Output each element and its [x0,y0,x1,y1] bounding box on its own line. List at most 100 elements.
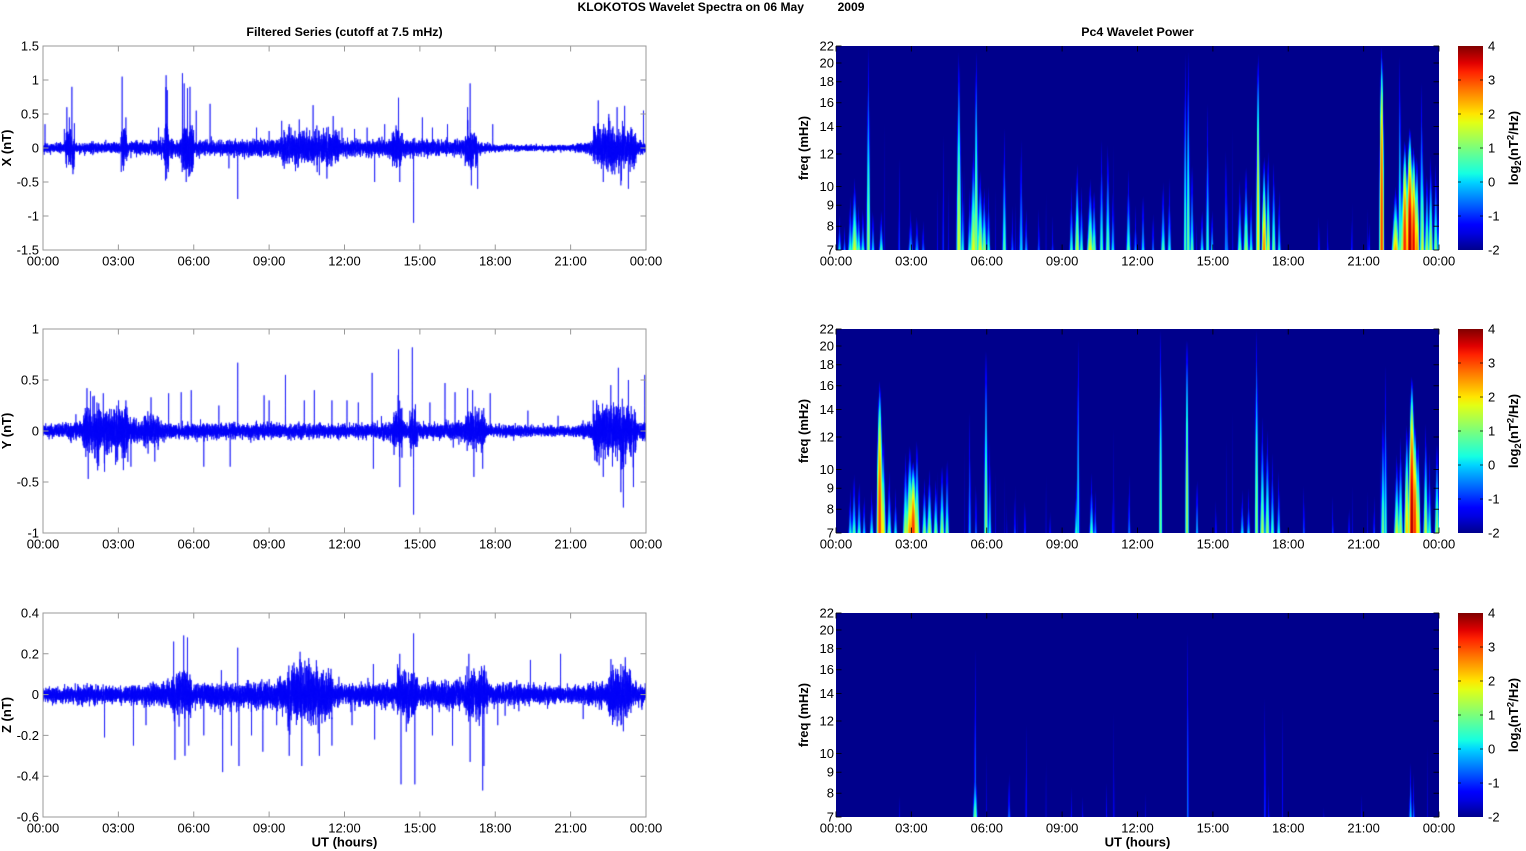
svg-text:7: 7 [827,243,834,258]
svg-text:-1.5: -1.5 [17,243,39,258]
svg-text:00:00: 00:00 [630,537,663,552]
svg-text:Pc4 Wavelet Power: Pc4 Wavelet Power [1081,25,1194,39]
svg-text:20: 20 [820,622,834,637]
svg-text:18: 18 [820,74,834,89]
svg-text:15:00: 15:00 [1197,537,1230,552]
svg-text:1: 1 [32,322,39,337]
svg-text:9: 9 [827,481,834,496]
svg-text:UT (hours): UT (hours) [312,835,378,850]
svg-text:18: 18 [820,641,834,656]
svg-text:10: 10 [820,179,834,194]
svg-text:8: 8 [827,786,834,801]
svg-text:06:00: 06:00 [177,254,210,269]
svg-text:3: 3 [1488,640,1495,655]
svg-text:21:00: 21:00 [554,821,587,836]
svg-text:7: 7 [827,810,834,825]
svg-text:-0.6: -0.6 [17,810,39,825]
svg-text:3: 3 [1488,356,1495,371]
svg-text:0: 0 [1488,742,1495,757]
svg-text:-0.2: -0.2 [17,728,39,743]
svg-text:21:00: 21:00 [1347,537,1380,552]
svg-text:-1: -1 [1488,209,1500,224]
svg-text:2: 2 [1488,674,1495,689]
svg-text:-1: -1 [27,209,39,224]
svg-text:9: 9 [827,765,834,780]
svg-text:log2(nT2/Hz): log2(nT2/Hz) [1506,394,1525,468]
svg-text:14: 14 [820,686,834,701]
svg-text:KLOKOTOS Wavelet Spectra on 06: KLOKOTOS Wavelet Spectra on 06 May 2009 [578,0,865,14]
svg-text:4: 4 [1488,322,1495,337]
svg-text:22: 22 [820,322,834,337]
svg-text:18:00: 18:00 [479,254,512,269]
svg-text:09:00: 09:00 [1046,821,1079,836]
svg-text:00:00: 00:00 [27,537,60,552]
svg-text:12:00: 12:00 [1121,821,1154,836]
svg-text:Y (nT): Y (nT) [0,413,14,450]
svg-text:-0.4: -0.4 [17,769,39,784]
svg-text:18: 18 [820,357,834,372]
svg-text:03:00: 03:00 [102,537,135,552]
svg-text:8: 8 [827,502,834,517]
svg-text:09:00: 09:00 [253,537,286,552]
svg-text:-0.5: -0.5 [17,175,39,190]
svg-text:16: 16 [820,95,834,110]
svg-text:2: 2 [1488,390,1495,405]
svg-text:22: 22 [820,606,834,621]
svg-text:15:00: 15:00 [1197,254,1230,269]
svg-text:12: 12 [820,146,834,161]
svg-text:06:00: 06:00 [177,537,210,552]
svg-text:0.4: 0.4 [21,606,39,621]
svg-text:0.5: 0.5 [21,107,39,122]
svg-text:0: 0 [32,141,39,156]
svg-text:21:00: 21:00 [1347,254,1380,269]
svg-text:9: 9 [827,198,834,213]
svg-text:1.5: 1.5 [21,39,39,54]
svg-text:10: 10 [820,746,834,761]
svg-text:freq (mHz): freq (mHz) [796,683,811,747]
svg-text:00:00: 00:00 [820,821,853,836]
svg-text:00:00: 00:00 [1423,254,1456,269]
svg-text:15:00: 15:00 [404,537,437,552]
svg-text:06:00: 06:00 [970,537,1003,552]
svg-text:-2: -2 [1488,243,1500,258]
svg-text:06:00: 06:00 [970,254,1003,269]
svg-text:06:00: 06:00 [177,821,210,836]
svg-text:00:00: 00:00 [820,537,853,552]
svg-text:09:00: 09:00 [1046,254,1079,269]
svg-text:Z (nT): Z (nT) [0,697,14,733]
svg-text:8: 8 [827,219,834,234]
svg-text:09:00: 09:00 [253,254,286,269]
svg-text:00:00: 00:00 [27,254,60,269]
svg-text:20: 20 [820,338,834,353]
svg-text:18:00: 18:00 [1272,254,1305,269]
svg-text:UT (hours): UT (hours) [1105,835,1171,850]
svg-text:09:00: 09:00 [1046,537,1079,552]
svg-text:14: 14 [820,119,834,134]
svg-text:log2(nT2/Hz): log2(nT2/Hz) [1506,678,1525,752]
svg-text:03:00: 03:00 [102,254,135,269]
svg-text:10: 10 [820,462,834,477]
svg-text:18:00: 18:00 [479,821,512,836]
svg-text:4: 4 [1488,39,1495,54]
svg-text:-2: -2 [1488,526,1500,541]
svg-text:18:00: 18:00 [1272,537,1305,552]
svg-text:1: 1 [1488,708,1495,723]
svg-text:1: 1 [1488,424,1495,439]
svg-text:18:00: 18:00 [479,537,512,552]
svg-text:21:00: 21:00 [554,254,587,269]
svg-text:03:00: 03:00 [895,821,928,836]
svg-text:0: 0 [32,687,39,702]
svg-text:-2: -2 [1488,810,1500,825]
svg-text:0: 0 [1488,458,1495,473]
svg-text:15:00: 15:00 [404,254,437,269]
svg-text:12:00: 12:00 [1121,254,1154,269]
svg-text:03:00: 03:00 [895,537,928,552]
svg-text:0: 0 [1488,175,1495,190]
svg-text:12:00: 12:00 [328,537,361,552]
svg-text:Filtered Series (cutoff at 7.5: Filtered Series (cutoff at 7.5 mHz) [246,25,442,39]
svg-text:1: 1 [1488,141,1495,156]
svg-text:00:00: 00:00 [1423,537,1456,552]
svg-text:03:00: 03:00 [895,254,928,269]
svg-text:0.5: 0.5 [21,373,39,388]
svg-text:X (nT): X (nT) [0,130,14,167]
